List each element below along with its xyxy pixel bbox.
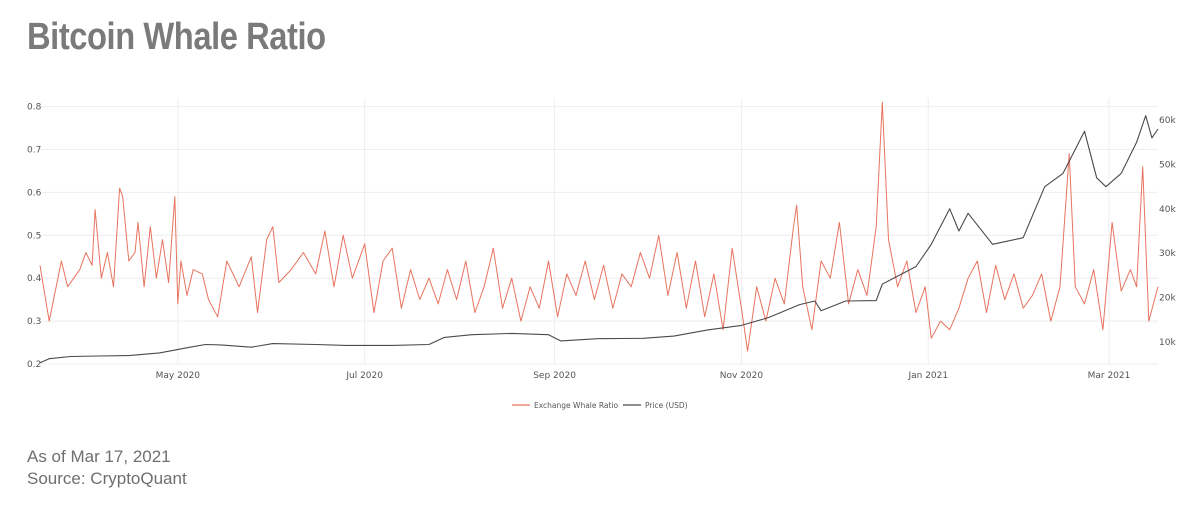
left-y-axis: 0.2 0.3 0.4 0.5 0.6 0.7 0.8 (27, 103, 42, 370)
y-right-tick-label: 10k (1159, 338, 1176, 348)
x-tick-label: Mar 2021 (1088, 371, 1131, 381)
y-right-tick-label: 50k (1159, 161, 1176, 171)
series-line-price (39, 115, 1159, 364)
y-right-tick-label: 20k (1159, 294, 1176, 304)
legend-item[interactable]: Price (USD) (623, 401, 688, 410)
y-left-tick-label: 0.3 (27, 317, 41, 327)
y-left-tick-label: 0.8 (27, 103, 42, 113)
gridlines (40, 98, 1158, 365)
series-line-whale-ratio (39, 101, 1159, 352)
y-left-tick-label: 0.6 (27, 188, 42, 198)
x-tick-label: May 2020 (156, 371, 201, 381)
chart: 0.2 0.3 0.4 0.5 0.6 0.7 0.8 10k 20k 30k 40k 50k 60k… (27, 98, 1176, 410)
y-left-tick-label: 0.7 (27, 145, 41, 155)
y-right-tick-label: 30k (1159, 249, 1176, 259)
y-left-tick-label: 0.2 (27, 360, 41, 370)
x-axis: May 2020 Jul 2020 Sep 2020 Nov 2020 Jan 2021… (156, 371, 1131, 381)
y-left-tick-label: 0.4 (27, 274, 42, 284)
y-right-tick-label: 60k (1159, 116, 1176, 126)
x-tick-label: Sep 2020 (533, 371, 576, 381)
legend-label: Price (USD) (645, 401, 688, 410)
y-right-tick-label: 40k (1159, 205, 1176, 215)
legend-item[interactable]: Exchange Whale Ratio (512, 401, 619, 410)
as-of-date: As of Mar 17, 2021 (27, 447, 171, 466)
legend-label: Exchange Whale Ratio (534, 401, 619, 410)
y-left-tick-label: 0.5 (27, 231, 41, 241)
series-lines (39, 101, 1159, 364)
x-tick-label: Jul 2020 (345, 371, 383, 381)
right-y-axis: 10k 20k 30k 40k 50k 60k (1159, 116, 1176, 348)
x-tick-label: Nov 2020 (720, 371, 764, 381)
chart-title: Bitcoin Whale Ratio (27, 16, 326, 58)
x-tick-label: Jan 2021 (907, 371, 948, 381)
legend[interactable]: Exchange Whale Ratio Price (USD) (512, 401, 688, 410)
source-note: Source: CryptoQuant (27, 469, 187, 488)
